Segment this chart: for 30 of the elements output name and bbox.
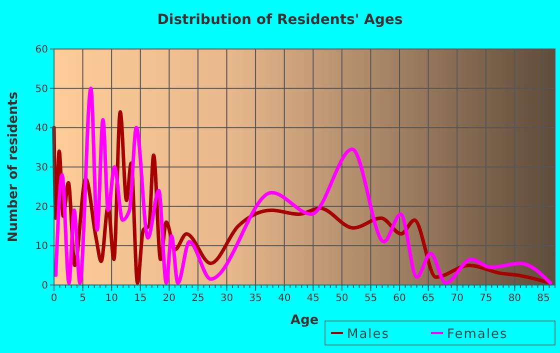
- x-tick-label: 25: [192, 293, 204, 304]
- legend-label: Males: [347, 327, 390, 342]
- x-tick-label: 0: [50, 293, 58, 304]
- y-tick-label: 60: [35, 44, 48, 56]
- chart-title: Distribution of Residents' Ages: [157, 12, 403, 28]
- legend-label: Females: [447, 327, 508, 342]
- x-tick-label: 30: [220, 293, 234, 304]
- x-tick-label: 60: [393, 293, 406, 304]
- x-tick-label: 50: [336, 293, 348, 304]
- x-tick-label: 70: [450, 293, 464, 304]
- x-axis-title: Age: [290, 313, 319, 328]
- y-tick-label: 50: [35, 84, 48, 95]
- x-tick-label: 55: [364, 293, 378, 304]
- x-tick-label: 45: [306, 293, 320, 304]
- y-tick-label: 0: [42, 280, 48, 292]
- x-tick-label: 35: [249, 293, 262, 304]
- x-tick-label: 5: [80, 293, 86, 304]
- y-tick-label: 10: [35, 241, 48, 252]
- x-tick-label: 80: [508, 293, 522, 304]
- x-tick-label: 20: [162, 293, 176, 304]
- x-tick-label: 15: [134, 293, 147, 304]
- x-tick-label: 75: [480, 293, 492, 304]
- x-tick-label: 10: [105, 293, 118, 304]
- y-axis-title: Number of residents: [6, 91, 21, 242]
- y-tick-label: 20: [35, 202, 48, 213]
- x-tick-label: 85: [537, 293, 550, 304]
- x-tick-label: 40: [278, 293, 291, 304]
- y-tick-label: 40: [35, 123, 48, 134]
- x-tick-label: 65: [422, 293, 435, 304]
- y-tick-label: 30: [35, 162, 48, 174]
